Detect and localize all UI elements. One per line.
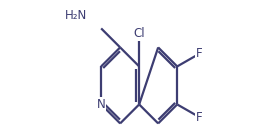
Text: Cl: Cl	[133, 27, 145, 40]
Text: H₂N: H₂N	[65, 9, 87, 22]
Text: F: F	[196, 111, 203, 124]
Text: N: N	[97, 98, 106, 111]
Text: F: F	[196, 47, 203, 60]
